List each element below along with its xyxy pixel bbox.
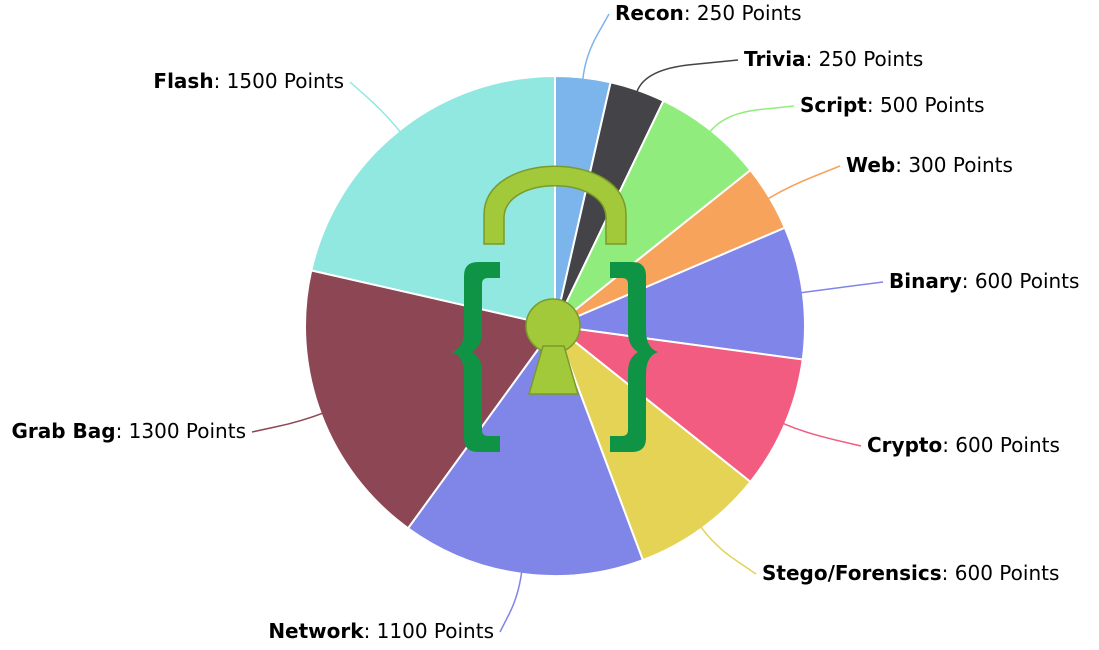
data-label-value: : 1100 Points (364, 619, 494, 643)
data-label-value: : 1500 Points (214, 69, 344, 93)
right-brace-icon (610, 262, 658, 452)
data-label-name: Script (800, 93, 867, 117)
data-label-value: : 1300 Points (116, 419, 246, 443)
data-label-network: Network: 1100 Points (268, 619, 494, 643)
connector-binary (800, 281, 884, 294)
data-label-name: Web (846, 153, 895, 177)
label-connectors (251, 13, 884, 633)
connector-flash (349, 81, 401, 133)
data-label-value: : 300 Points (895, 153, 1013, 177)
left-brace-icon (452, 262, 500, 452)
data-label-name: Grab Bag (11, 419, 115, 443)
data-label-stego-forensics: Stego/Forensics: 600 Points (762, 561, 1059, 585)
padlock-braces-logo (452, 165, 658, 452)
keyhole-head-icon (525, 298, 581, 354)
connector-trivia (636, 59, 739, 93)
data-label-name: Stego/Forensics (762, 561, 942, 585)
data-label-name: Trivia (744, 47, 806, 71)
data-label-script: Script: 500 Points (800, 93, 985, 117)
data-label-recon: Recon: 250 Points (615, 1, 802, 25)
shackle-icon (483, 165, 627, 245)
data-label-value: : 250 Points (684, 1, 802, 25)
data-label-binary: Binary: 600 Points (889, 269, 1079, 293)
data-label-value: : 600 Points (962, 269, 1080, 293)
data-label-web: Web: 300 Points (846, 153, 1013, 177)
data-label-value: : 600 Points (942, 433, 1060, 457)
connector-recon (582, 13, 610, 80)
connector-web (767, 165, 841, 200)
data-label-name: Crypto (867, 433, 942, 457)
connector-grab-bag (251, 412, 324, 433)
connector-crypto (782, 422, 862, 447)
data-label-name: Recon (615, 1, 684, 25)
data-label-value: : 500 Points (867, 93, 985, 117)
connector-stego-forensics (700, 526, 757, 575)
connector-network (499, 571, 523, 633)
data-label-name: Binary (889, 269, 962, 293)
data-label-name: Network (268, 619, 364, 643)
data-label-flash: Flash: 1500 Points (153, 69, 344, 93)
data-label-value: : 250 Points (806, 47, 924, 71)
data-label-trivia: Trivia: 250 Points (744, 47, 923, 71)
keyhole-stem-icon (528, 345, 579, 395)
data-label-grab-bag: Grab Bag: 1300 Points (11, 419, 246, 443)
data-label-value: : 600 Points (942, 561, 1060, 585)
data-label-crypto: Crypto: 600 Points (867, 433, 1060, 457)
data-label-name: Flash (153, 69, 213, 93)
connector-script (709, 105, 795, 133)
